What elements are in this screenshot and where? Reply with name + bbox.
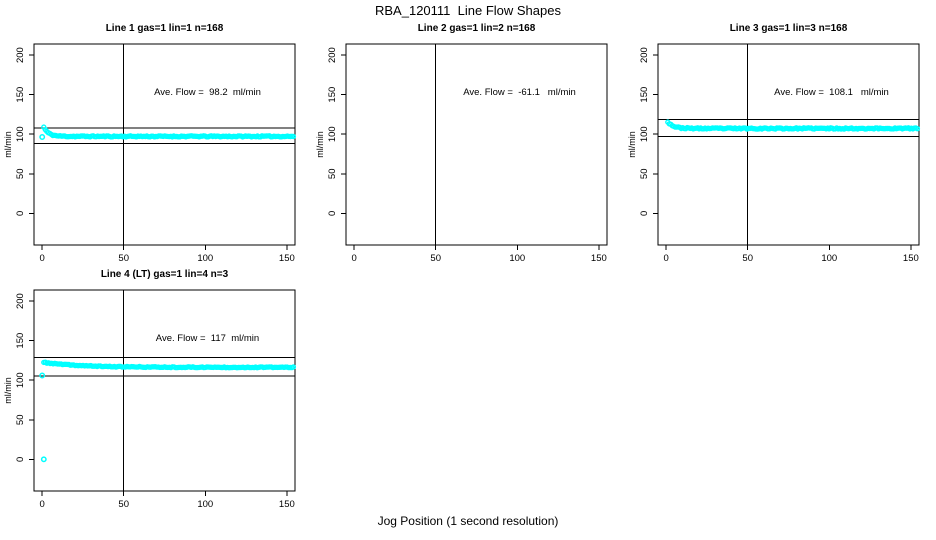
y-axis-label: ml/min: [627, 131, 637, 158]
plot-box: [33, 289, 296, 492]
y-tick-label: 50: [15, 414, 26, 425]
x-tick-label: 50: [742, 253, 753, 264]
panel-title: Line 2 gas=1 lin=2 n=168: [417, 23, 536, 34]
y-axis-label: ml/min: [3, 131, 13, 158]
x-tick-label: 150: [279, 253, 295, 264]
y-axis-label: ml/min: [315, 131, 325, 158]
y-tick-label: 0: [639, 211, 650, 216]
ave-flow-annotation: Ave. Flow = 98.2 ml/min: [154, 87, 261, 98]
y-tick-label: 50: [639, 168, 650, 179]
data-point: [290, 133, 297, 140]
y-tick-label: 0: [327, 211, 338, 216]
plot-box: [33, 43, 296, 246]
ave-flow-annotation: Ave. Flow = 108.1 ml/min: [774, 87, 889, 98]
outlier-point: [39, 372, 46, 379]
x-tick-label: 50: [118, 253, 129, 264]
y-tick-label: 50: [15, 168, 26, 179]
x-axis-label: Jog Position (1 second resolution): [377, 514, 559, 528]
data-point: [290, 364, 297, 370]
plot-svg-line-2: 0 50 100 150 0 50 100 150 200 ml/min: [315, 43, 608, 264]
x-tick-label: 150: [903, 253, 919, 264]
y-tick-label: 200: [639, 47, 650, 63]
y-tick-label: 50: [327, 168, 338, 179]
y-tick-label: 100: [639, 126, 650, 142]
outlier-point: [39, 134, 46, 140]
x-tick-label: 100: [821, 253, 837, 264]
y-tick-label: 100: [327, 126, 338, 142]
y-tick-label: 150: [639, 87, 650, 103]
x-tick-label: 0: [40, 499, 45, 510]
panel-title: Line 4 (LT) gas=1 lin=4 n=3: [100, 269, 229, 280]
x-tick-label: 150: [279, 499, 295, 510]
plot-box: [345, 43, 608, 246]
y-tick-label: 100: [15, 372, 26, 388]
x-tick-label: 150: [591, 253, 607, 264]
y-axis-label: ml/min: [3, 377, 13, 404]
panel-line-1: 0 50 100 150 0 50 100 150 200 ml/min Line 1 gas=1…: [0, 0, 312, 264]
y-tick-label: 0: [15, 457, 26, 462]
y-tick-label: 150: [327, 87, 338, 103]
y-tick-label: 150: [15, 87, 26, 103]
x-tick-label: 100: [197, 499, 213, 510]
x-tick-label: 50: [430, 253, 441, 264]
x-tick-label: 0: [664, 253, 669, 264]
plot-box: [657, 43, 920, 246]
y-tick-label: 200: [15, 47, 26, 63]
x-tick-label: 0: [40, 253, 45, 264]
x-tick-label: 0: [352, 253, 357, 264]
ave-flow-annotation: Ave. Flow = -61.1 ml/min: [463, 87, 576, 98]
panel-line-2: 0 50 100 150 0 50 100 150 200 ml/min Line 2 gas=1…: [312, 0, 624, 264]
x-tick-label: 50: [118, 499, 129, 510]
plot-svg-line-3: 0 50 100 150 0 50 100 150 200 ml/min: [627, 43, 921, 264]
figure-title: RBA_120111 Line Flow Shapes: [375, 3, 561, 18]
x-tick-label: 100: [509, 253, 525, 264]
y-tick-label: 100: [15, 126, 26, 142]
panel-title: Line 1 gas=1 lin=1 n=168: [105, 23, 224, 34]
y-tick-label: 150: [15, 333, 26, 349]
plot-svg-line-4: 0 50 100 150 0 50 100 150 200 ml/min: [3, 289, 297, 510]
y-tick-label: 0: [15, 211, 26, 216]
plot-svg-line-1: 0 50 100 150 0 50 100 150 200 ml/min: [3, 43, 297, 264]
data-point: [914, 125, 921, 132]
outlier-point: [40, 456, 47, 463]
ave-flow-annotation: Ave. Flow = 117 ml/min: [155, 333, 260, 344]
x-tick-label: 100: [197, 253, 213, 264]
panel-line-4: 0 50 100 150 0 50 100 150 200 ml/min Line 4 (LT) …: [0, 246, 312, 510]
y-tick-label: 200: [15, 293, 26, 309]
panel-title: Line 3 gas=1 lin=3 n=168: [729, 23, 848, 34]
panel-line-3: 0 50 100 150 0 50 100 150 200 ml/min Line 3 gas=1…: [624, 0, 936, 264]
y-tick-label: 200: [327, 47, 338, 63]
